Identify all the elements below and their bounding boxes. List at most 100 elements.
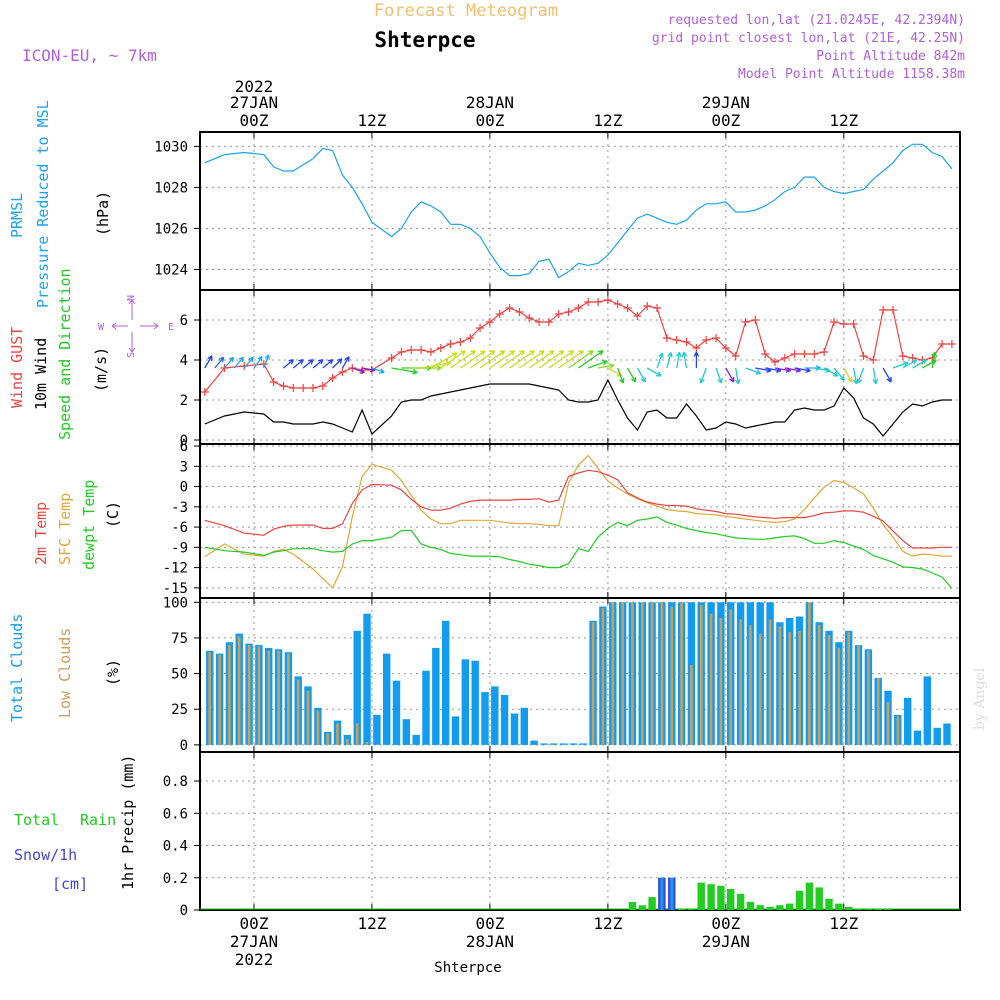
- low-cloud-bar: [355, 723, 359, 745]
- wind-direction-arrow: [371, 367, 385, 374]
- label-wind-gust: Wind GUST: [8, 327, 26, 408]
- ytick-label: 3: [180, 459, 188, 475]
- low-cloud-bar: [847, 632, 850, 745]
- low-cloud-bar: [237, 636, 241, 745]
- gust-marker: [672, 336, 681, 344]
- low-cloud-bar: [247, 645, 251, 745]
- wind-direction-arrow: [902, 359, 918, 369]
- rain-bar: [776, 905, 784, 910]
- total-cloud-bar: [383, 653, 391, 745]
- low-cloud-bar: [817, 625, 821, 745]
- rain-bar: [746, 901, 755, 910]
- wind-direction-arrow: [332, 358, 343, 369]
- total-cloud-bar: [392, 680, 401, 745]
- gust-marker: [751, 316, 760, 324]
- gust-marker: [289, 384, 298, 392]
- rain-bar: [845, 906, 853, 910]
- gust-marker: [947, 340, 956, 348]
- point-altitude: Point Altitude 842m: [816, 49, 965, 64]
- wind-direction-arrow: [872, 367, 879, 385]
- ytick-label: 25: [171, 702, 188, 718]
- bottom-time-label: 12Z: [593, 914, 622, 933]
- label-speed-direction: Speed and Direction: [56, 268, 74, 440]
- ytick-label: -12: [163, 561, 188, 577]
- low-cloud-bar: [808, 602, 811, 745]
- wind-direction-arrow: [253, 355, 263, 369]
- gust-marker: [544, 318, 553, 326]
- compass-n: N: [126, 295, 137, 301]
- rain-bar: [687, 908, 696, 910]
- ytick-label: 0.4: [163, 839, 188, 855]
- wind-direction-arrow: [892, 361, 909, 369]
- total-cloud-bar: [500, 695, 509, 745]
- snow-bar-inner: [670, 877, 674, 910]
- total-cloud-bar: [353, 630, 361, 745]
- top-time-label: 12Z: [358, 111, 387, 130]
- wind-direction-arrow: [587, 359, 608, 369]
- compass-rose: W E N S: [98, 295, 174, 358]
- low-cloud-bar: [680, 602, 683, 745]
- rain-bar: [707, 884, 715, 910]
- low-cloud-bar: [660, 602, 664, 745]
- wind-direction-arrow: [243, 356, 254, 369]
- low-cloud-bar: [719, 618, 723, 745]
- wind-direction-arrow: [224, 356, 235, 369]
- gust-marker: [476, 324, 485, 332]
- wind-direction-arrow: [578, 350, 604, 369]
- low-cloud-bar: [700, 605, 703, 745]
- total-cloud-bar: [530, 740, 538, 745]
- total-cloud-bar: [422, 670, 430, 745]
- wind-direction-arrow: [322, 358, 334, 369]
- wind-direction-arrow: [833, 367, 845, 381]
- low-cloud-bar: [257, 646, 261, 745]
- bottom-time-label: 00Z: [240, 914, 269, 933]
- total-cloud-bar: [373, 714, 381, 745]
- wind-direction-arrow: [341, 356, 350, 369]
- gust-marker: [712, 334, 721, 342]
- wind-direction-arrow: [681, 351, 688, 369]
- wind-direction-arrow: [430, 352, 458, 369]
- low-cloud-bar: [218, 655, 221, 745]
- gust-marker: [574, 304, 583, 312]
- wind-direction-arrow: [302, 358, 314, 369]
- gust-marker: [810, 350, 819, 358]
- pressure-line: [204, 143, 953, 279]
- gust-marker: [456, 338, 465, 346]
- rain-bar: [677, 908, 686, 910]
- ytick-label: 1030: [154, 139, 188, 155]
- low-cloud-bar: [591, 622, 595, 745]
- low-cloud-bar: [267, 650, 270, 745]
- low-cloud-bar: [277, 650, 280, 745]
- rain-bar: [648, 897, 656, 910]
- wind-direction-arrow: [391, 367, 418, 375]
- location-title: Shterpce: [374, 28, 475, 52]
- wind-direction-arrow: [558, 350, 584, 369]
- requested-coords: requested lon,lat (21.0245E, 42.2394N): [668, 13, 965, 28]
- ytick-label: 0.8: [163, 774, 188, 790]
- wind-direction-arrow: [499, 350, 525, 369]
- label-prmsl: PRMSL: [8, 193, 26, 238]
- gust-marker: [702, 336, 711, 344]
- gust-marker: [800, 350, 809, 358]
- ytick-label: 1028: [154, 180, 188, 196]
- rain-bar: [717, 885, 725, 910]
- wind-direction-arrow: [715, 367, 723, 384]
- gust-marker: [308, 384, 317, 392]
- gust-marker: [761, 350, 770, 358]
- gust-marker: [387, 354, 396, 362]
- wind-direction-arrow: [411, 365, 442, 371]
- ytick-label: 0: [180, 738, 188, 754]
- total-cloud-bar: [520, 707, 528, 745]
- low-cloud-bar: [739, 619, 742, 745]
- top-time-label: 00Z: [711, 111, 740, 130]
- gust-marker: [603, 296, 612, 304]
- ytick-label: 0: [180, 433, 188, 449]
- rain-bar: [628, 901, 637, 910]
- gust-marker: [446, 340, 455, 348]
- compass-e: E: [168, 322, 174, 333]
- total-cloud-bar: [451, 716, 460, 745]
- grid-point-coords: grid point closest lon,lat (21E, 42.25N): [652, 31, 965, 46]
- label-ms: (m/s): [92, 347, 110, 392]
- gust-marker: [299, 384, 308, 392]
